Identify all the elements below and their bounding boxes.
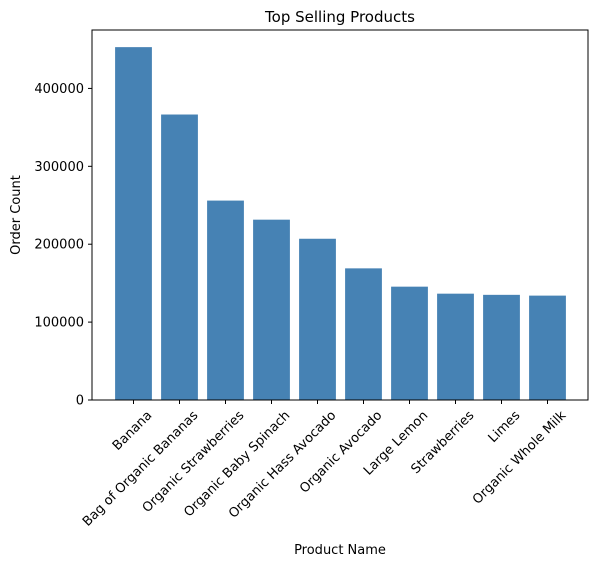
x-tick-label: Banana [110,408,155,453]
bar-organic-avocado [345,268,382,400]
bar-organic-baby-spinach [253,219,290,400]
y-axis-title: Order Count [9,175,24,255]
bar-limes [483,294,520,400]
bar-organic-strawberries [207,200,244,400]
bar-bag-of-organic-bananas [161,114,198,400]
x-tick-label: Limes [486,408,524,446]
y-tick-label: 0 [76,394,84,409]
y-tick-label: 200000 [34,238,84,253]
y-tick-label: 300000 [34,160,84,175]
y-tick-label: 400000 [34,82,84,97]
x-tick-label: Organic Avocado [297,408,385,496]
y-axis-ticks: 0 100000 200000 300000 400000 [34,82,92,409]
y-tick-label: 100000 [34,316,84,331]
bar-banana [115,47,152,400]
x-tick-label: Organic Whole Milk [470,408,570,508]
chart-title: Top Selling Products [264,8,415,26]
x-axis-title: Product Name [294,543,386,558]
bar-organic-whole-milk [529,295,566,400]
bar-strawberries [437,293,474,400]
bar-large-lemon [391,286,428,400]
bars-group [115,47,566,400]
bar-organic-hass-avocado [299,238,336,400]
plot-frame [91,29,589,401]
axes-group [91,29,589,401]
